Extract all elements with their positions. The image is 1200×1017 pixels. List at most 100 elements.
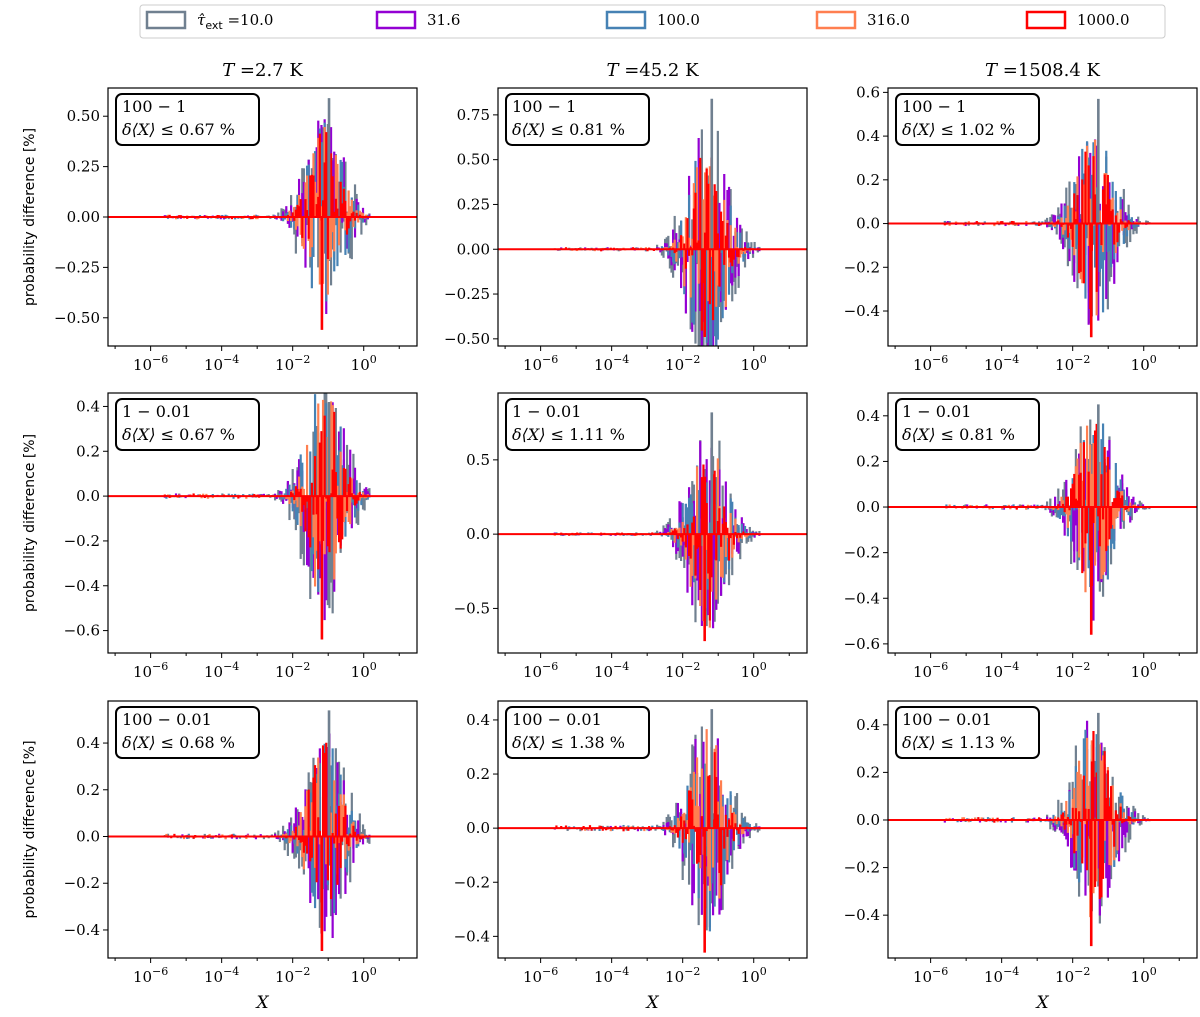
y-tick-label: 0.0 <box>856 811 880 829</box>
y-tick-label: 0.4 <box>856 127 880 145</box>
panel-r2-c3: −0.6 −0.4 −0.2 0.0 0.2 0.4 10−6 10−4 10−2 100 1 − … <box>844 392 1198 681</box>
annotation-line1: 1 − 0.01 <box>512 402 581 421</box>
x-tick-label: 10−4 <box>204 353 239 374</box>
annotation-line1: 1 − 0.01 <box>902 402 971 421</box>
y-tick-label: −0.4 <box>454 927 490 945</box>
panel-r1-c2: −0.50 −0.25 0.00 0.25 0.50 0.75 10−6 10−4 10−2 10… <box>444 87 808 374</box>
annotation-frame <box>895 706 1040 759</box>
annotation-delta: δ⟨X⟩ ≤ 0.67 % <box>122 425 235 444</box>
y-tick-label: −0.6 <box>844 635 880 653</box>
legend-swatch-1000.0 <box>1025 10 1067 30</box>
y-tick-label: 0.2 <box>76 442 100 460</box>
x-tick-label: 10−2 <box>1055 353 1090 374</box>
x-tick-label: 10−2 <box>1055 660 1090 681</box>
legend-swatch-10.0 <box>145 10 187 30</box>
annotation-delta: δ⟨X⟩ ≤ 1.38 % <box>512 733 625 752</box>
x-tick-label: 10−6 <box>523 660 558 681</box>
panel-r2-c2: −0.5 0.0 0.5 10−6 10−4 10−2 100 1 − 0.01 δ⟨X⟩ ≤ … <box>454 392 808 681</box>
x-axis-label-col-3: X <box>1034 993 1049 1013</box>
x-tick-label: 10−2 <box>1055 965 1090 986</box>
axes-frame <box>497 700 808 959</box>
x-tick-label: 100 <box>741 660 767 681</box>
axes-frame <box>497 392 808 654</box>
annotation-delta: δ⟨X⟩ ≤ 0.67 % <box>122 120 235 139</box>
annotation-frame <box>895 398 1040 451</box>
y-tick-label: −0.50 <box>54 309 100 327</box>
x-tick-label: 10−4 <box>984 353 1019 374</box>
legend-label-10.0: τ̂ext =10.0 <box>197 11 273 32</box>
panel-r2-c1: −0.6 −0.4 −0.2 0.0 0.2 0.4 10−6 10−4 10−2 100 1 − … <box>64 392 418 681</box>
y-tick-label: 0.2 <box>856 763 880 781</box>
x-tick-label: 100 <box>741 353 767 374</box>
y-tick-label: 0.0 <box>856 215 880 233</box>
legend-label-1000.0: 1000.0 <box>1077 11 1130 29</box>
annotation-line1: 100 − 0.01 <box>902 710 992 729</box>
x-tick-label: 100 <box>351 353 377 374</box>
x-tick-label: 10−6 <box>913 353 948 374</box>
histogram-bars <box>163 393 371 640</box>
annotation-box: 100 − 0.01 δ⟨X⟩ ≤ 1.13 % <box>895 706 1040 759</box>
histogram-bars <box>945 404 1151 635</box>
x-axis-label-col-1: X <box>254 993 269 1013</box>
x-tick-label: 10−2 <box>275 353 310 374</box>
y-tick-label: 0.0 <box>466 525 490 543</box>
y-tick-label: 0.2 <box>466 765 490 783</box>
x-tick-label: 10−6 <box>523 353 558 374</box>
axes-frame <box>887 392 1198 654</box>
legend-swatch-100.0 <box>605 10 647 30</box>
y-tick-label: −0.5 <box>454 599 490 617</box>
annotation-box: 100 − 1 δ⟨X⟩ ≤ 0.81 % <box>505 93 650 146</box>
column-title-1: T =2.7 K <box>222 60 303 81</box>
annotation-box: 100 − 0.01 δ⟨X⟩ ≤ 0.68 % <box>115 706 260 759</box>
panel-r1-c3: −0.4 −0.2 0.0 0.2 0.4 0.6 10−6 10−4 10−2 100 100 −… <box>844 83 1198 374</box>
panel-r3-c3: −0.4 −0.2 0.0 0.2 0.4 10−6 10−4 10−2 100 100 − 0.… <box>844 700 1198 986</box>
y-tick-label: −0.2 <box>64 874 100 892</box>
y-axis-label-row-2: probability difference [%] <box>22 434 38 612</box>
annotation-frame <box>115 93 260 146</box>
y-tick-label: −0.4 <box>844 302 880 320</box>
y-tick-label: −0.2 <box>844 258 880 276</box>
annotation-line1: 100 − 0.01 <box>512 710 602 729</box>
y-tick-label: −0.6 <box>64 622 100 640</box>
legend-swatch-31.6 <box>375 10 417 30</box>
y-tick-label: −0.4 <box>844 906 880 924</box>
x-tick-label: 100 <box>351 660 377 681</box>
axes-frame <box>887 700 1198 959</box>
y-tick-label: 0.4 <box>76 734 100 752</box>
y-axis-label-row-1: probability difference [%] <box>22 128 38 306</box>
panel-r1-c1: −0.50 −0.25 0.00 0.25 0.50 10−6 10−4 10−2 100 100… <box>54 87 418 374</box>
x-tick-label: 10−6 <box>133 965 168 986</box>
y-tick-label: −0.2 <box>844 859 880 877</box>
annotation-frame <box>115 398 260 451</box>
y-tick-label: −0.25 <box>444 285 490 303</box>
y-tick-label: −0.4 <box>64 921 100 939</box>
y-tick-label: 0.4 <box>466 711 490 729</box>
x-tick-label: 10−6 <box>913 965 948 986</box>
legend-frame <box>139 4 1166 39</box>
y-axis-label-row-3: probability difference [%] <box>22 740 38 918</box>
x-tick-label: 10−4 <box>594 353 629 374</box>
legend-label-100.0: 100.0 <box>657 11 700 29</box>
axes-frame <box>107 392 418 654</box>
annotation-delta: δ⟨X⟩ ≤ 1.02 % <box>902 120 1015 139</box>
x-tick-label: 10−6 <box>133 353 168 374</box>
y-tick-label: 0.4 <box>856 407 880 425</box>
y-tick-label: 0.25 <box>457 195 490 213</box>
annotation-line1: 100 − 1 <box>512 97 576 116</box>
y-tick-label: 0.0 <box>76 487 100 505</box>
annotation-frame <box>505 706 650 759</box>
annotation-frame <box>505 93 650 146</box>
histogram-bars <box>163 710 371 951</box>
annotation-box: 1 − 0.01 δ⟨X⟩ ≤ 0.67 % <box>115 398 260 451</box>
x-tick-label: 10−2 <box>665 660 700 681</box>
y-tick-label: 0.75 <box>457 106 490 124</box>
y-tick-label: 0.6 <box>856 83 880 101</box>
x-tick-label: 10−4 <box>204 660 239 681</box>
y-tick-label: −0.50 <box>444 330 490 348</box>
x-tick-label: 10−4 <box>594 965 629 986</box>
y-tick-label: 0.0 <box>466 819 490 837</box>
y-tick-label: 0.2 <box>856 452 880 470</box>
y-tick-label: 0.0 <box>76 828 100 846</box>
annotation-box: 100 − 1 δ⟨X⟩ ≤ 0.67 % <box>115 93 260 146</box>
y-tick-label: −0.4 <box>64 577 100 595</box>
